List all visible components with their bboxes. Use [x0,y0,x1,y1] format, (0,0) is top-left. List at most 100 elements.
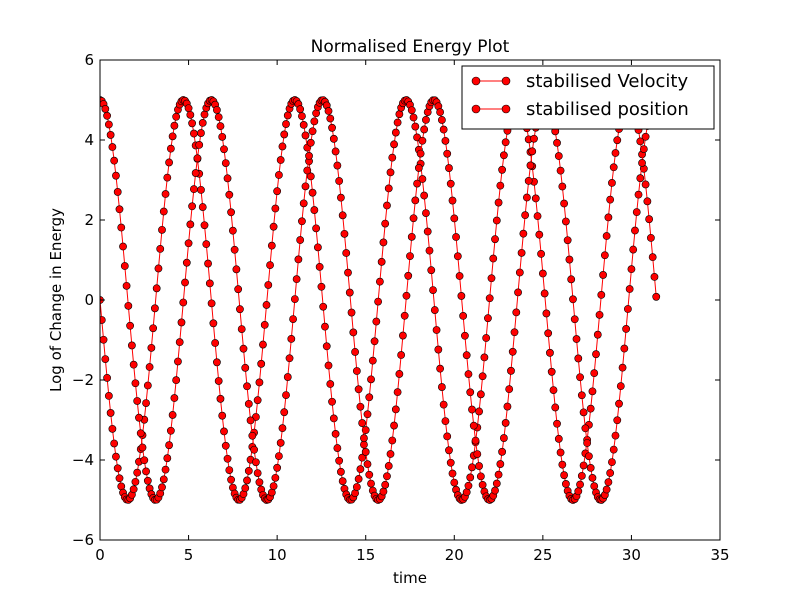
series-1-point [354,385,363,394]
series-0-point [319,302,328,311]
series-0-point [496,181,505,190]
series-1-point [340,229,349,238]
series-1-point [400,311,409,320]
series-1-point [365,470,374,479]
series-0-point [645,215,654,224]
series-0-point [143,381,152,390]
series-1-point [583,439,592,447]
series-0-point [188,119,197,128]
series-0-point [278,142,287,151]
series-0-point [186,110,195,119]
series-0-point [214,377,223,385]
series-0-point [299,121,308,129]
series-1-point [308,127,317,136]
series-1-point [363,460,372,469]
series-0-point [259,340,267,349]
series-1-point [142,467,150,476]
series-0-point [445,446,453,455]
series-1-point [422,115,430,124]
series-0-point [356,465,365,474]
series-1-point [391,405,400,414]
series-0-point [282,120,290,128]
series-0-point [306,172,315,181]
series-1-point [515,268,524,277]
series-0-point [337,467,345,476]
legend-marker-0 [501,76,511,86]
series-1-point [243,382,251,391]
series-0-point [418,175,427,183]
series-1-point [639,145,648,153]
series-1-point [195,140,204,149]
series-0-point [163,173,172,182]
series-1-point [386,450,395,458]
series-0-point [595,310,604,319]
series-1-point [519,229,528,238]
series-1-point [439,125,448,134]
series-0-point [184,104,193,113]
series-1-point [223,174,232,183]
series-0-point [535,230,544,239]
series-0-point [168,132,177,141]
series-0-point [329,414,338,423]
series-1-point [466,388,475,397]
series-1-point [437,116,446,124]
series-1-point [349,328,358,337]
series-0-point [220,427,228,436]
series-0-point [100,316,106,324]
series-1-point [214,113,223,122]
series-1-point [632,208,641,217]
legend-marker-1 [501,104,511,114]
series-1-point [567,275,576,284]
series-0-point [269,222,278,231]
series-0-point [145,363,154,371]
series-1-point [379,487,388,496]
series-1-point [283,373,292,381]
series-0-point [434,345,443,354]
series-0-point [600,251,609,260]
series-0-point [491,235,499,244]
series-1-point [512,308,521,317]
series-0-point [159,207,168,216]
series-1-point [590,482,599,491]
series-0-point [112,452,120,461]
series-0-point [142,399,150,407]
series-1-point [113,188,122,196]
series-1-point [135,413,143,422]
series-0-point [647,233,655,242]
series-0-point [209,319,218,328]
series-1-point [638,159,646,167]
legend-box [461,65,715,130]
series-1-point [627,265,636,274]
series-1-point [510,328,519,337]
series-1-point [452,233,460,241]
series-0-point [103,373,111,382]
series-0-point [636,137,645,146]
series-0-point [161,190,170,198]
series-1-point [414,164,423,172]
series-1-point [448,196,457,205]
series-1-point [290,295,299,304]
series-0-point [554,434,563,443]
series-0-point [312,224,321,233]
series-0-point [498,165,507,174]
series-0-point [368,356,377,365]
series-1-point [225,190,234,199]
series-0-point [358,453,367,462]
series-0-point [253,396,262,405]
series-1-point [420,125,429,134]
series-0-point [154,264,163,273]
series-0-point [383,201,391,210]
series-1-point [104,120,113,129]
series-1-point [289,315,297,323]
series-0-point [574,487,583,496]
series-1-point [524,176,533,185]
series-0-point [466,473,475,482]
series-0-point [388,153,397,162]
series-1-point [556,166,565,175]
x-tick-label: 0 [95,546,105,564]
series-0-point [200,221,209,230]
series-1-point [103,111,111,120]
series-1-point [271,473,280,482]
series-1-point [508,347,517,356]
